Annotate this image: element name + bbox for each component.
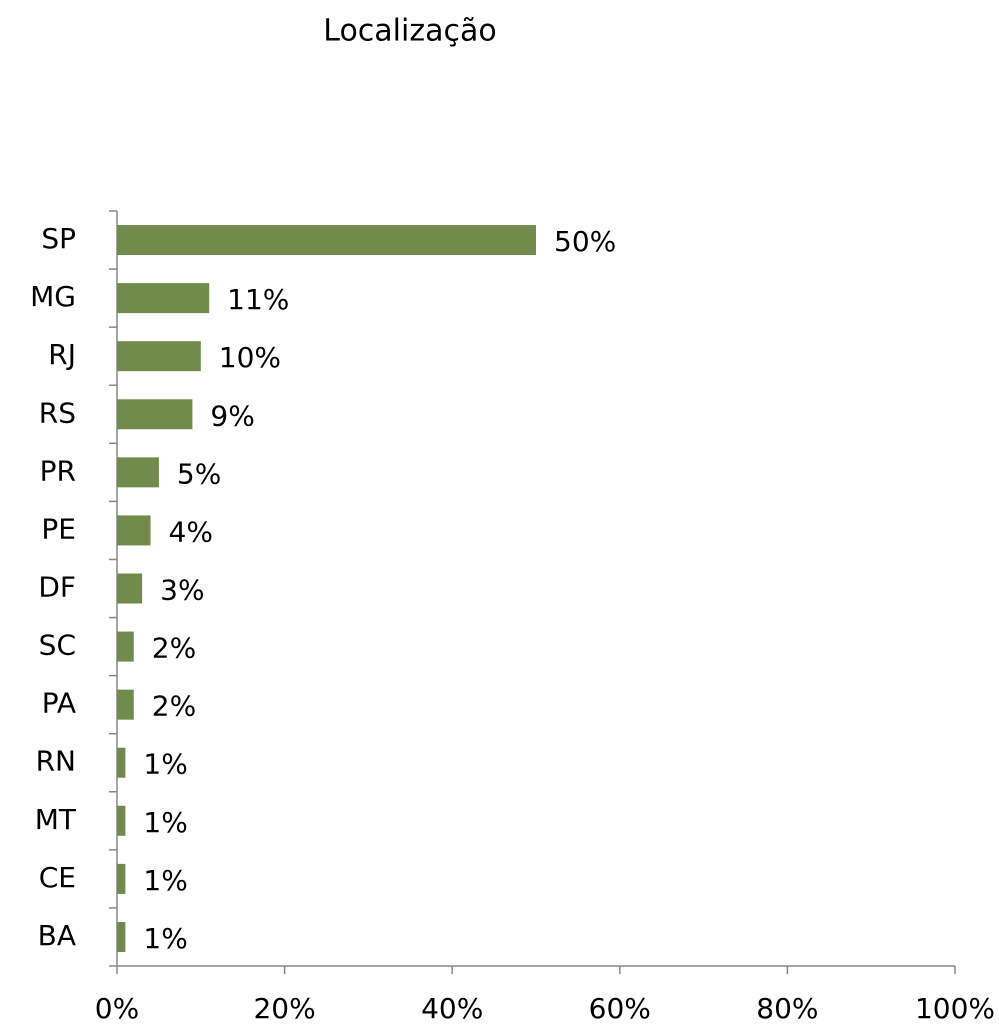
bar (117, 921, 126, 952)
y-tick-label: PR (40, 454, 76, 487)
bar (117, 515, 151, 546)
y-tick-label: RS (39, 396, 76, 429)
bar (117, 573, 143, 604)
x-tick-label: 100% (915, 992, 995, 1025)
data-label: 3% (160, 574, 204, 607)
bar (117, 225, 536, 256)
bar (117, 341, 201, 372)
bar (117, 283, 210, 314)
data-label: 1% (143, 922, 187, 955)
data-label: 5% (177, 457, 221, 490)
data-label: 50% (554, 225, 616, 258)
data-label: 9% (210, 399, 254, 432)
bar (117, 457, 159, 488)
y-tick-label: RJ (48, 338, 76, 371)
data-label: 2% (152, 690, 196, 723)
bar (117, 863, 126, 894)
y-tick-label: RN (36, 745, 76, 778)
y-tick-label: MG (30, 280, 76, 313)
x-tick-label: 20% (253, 992, 315, 1025)
data-label: 1% (143, 806, 187, 839)
y-tick-label: PA (42, 687, 76, 720)
y-tick-label: DF (38, 571, 76, 604)
chart-title: Localização (323, 14, 496, 49)
data-label: 1% (143, 748, 187, 781)
y-tick-label: BA (38, 919, 76, 952)
data-label: 11% (227, 283, 289, 316)
bar (117, 399, 193, 430)
y-tick-label: CE (39, 861, 76, 894)
y-tick-label: MT (35, 803, 77, 836)
x-tick-label: 40% (421, 992, 483, 1025)
x-tick-label: 80% (756, 992, 818, 1025)
bar (117, 805, 126, 836)
bar (117, 631, 134, 662)
x-tick-label: 0% (95, 992, 139, 1025)
bar (117, 747, 126, 778)
y-tick-label: PE (41, 512, 76, 545)
data-label: 10% (219, 341, 281, 374)
data-label: 4% (169, 515, 213, 548)
x-tick-label: 60% (589, 992, 651, 1025)
y-tick-label: SC (39, 629, 76, 662)
data-label: 1% (143, 864, 187, 897)
data-label: 2% (152, 632, 196, 665)
bar (117, 689, 134, 720)
y-tick-label: SP (41, 222, 76, 255)
